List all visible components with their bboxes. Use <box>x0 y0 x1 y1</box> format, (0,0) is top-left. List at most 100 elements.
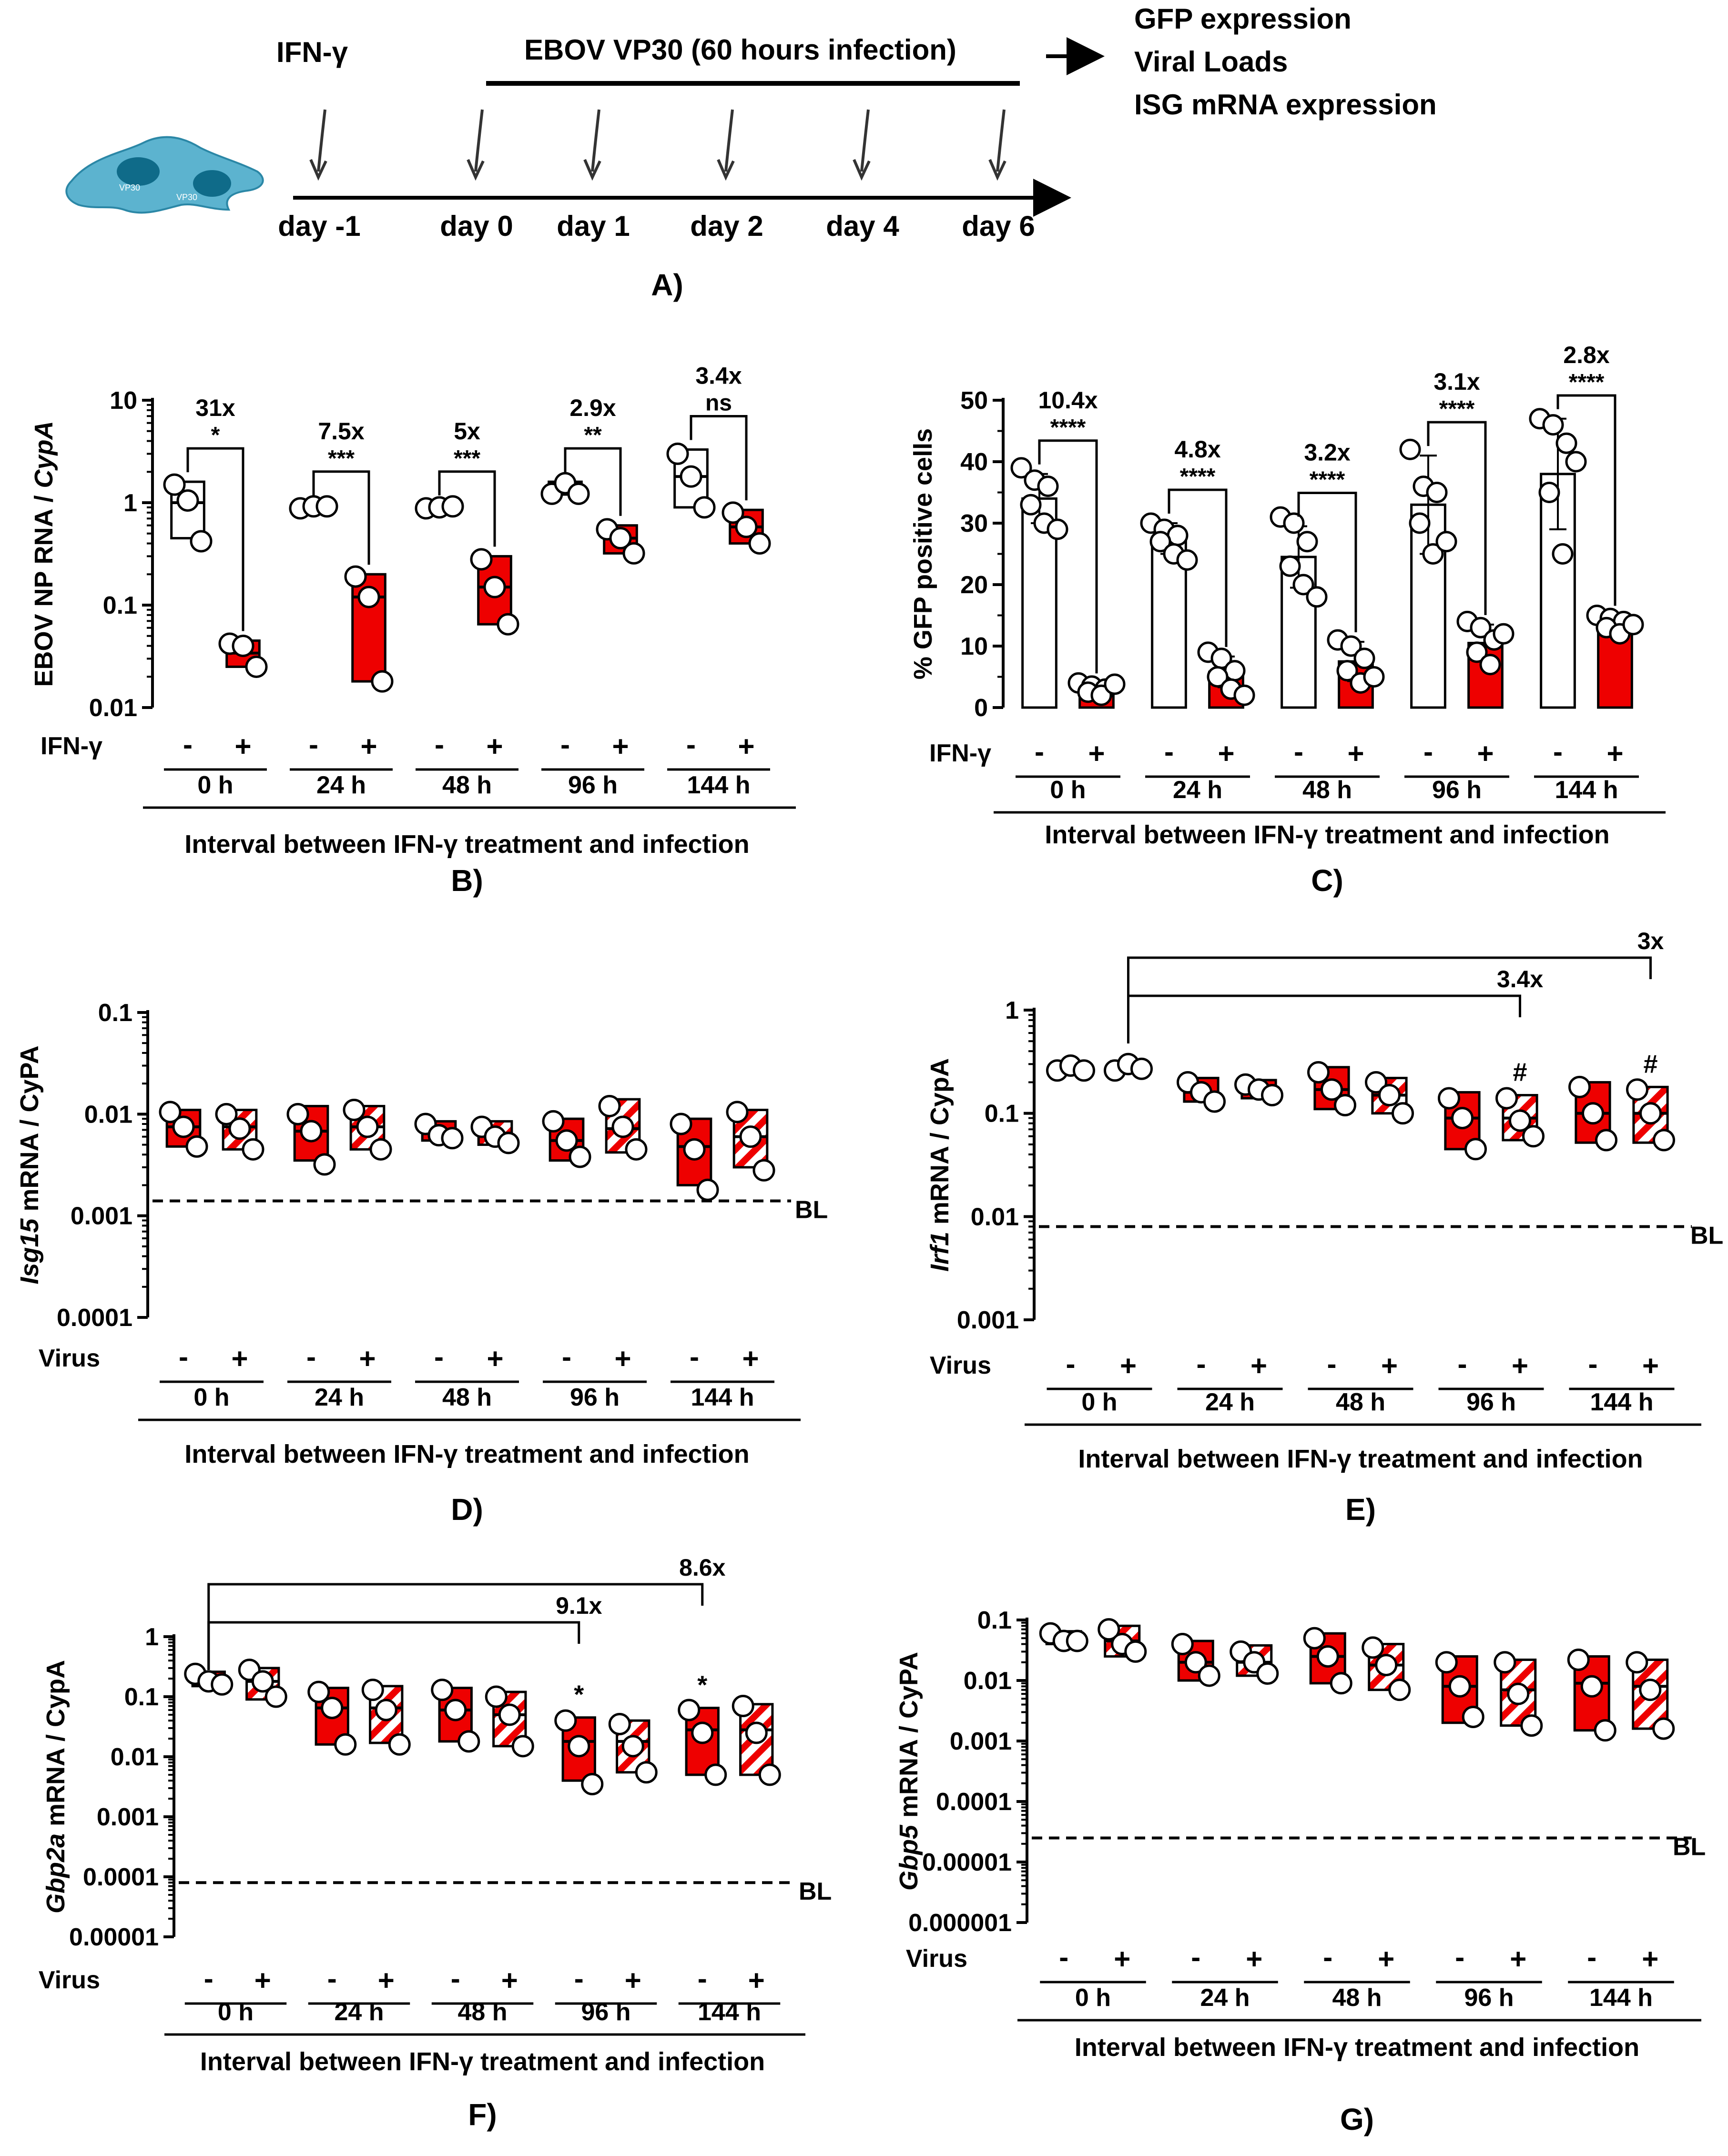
data-point <box>1466 641 1488 663</box>
data-point <box>300 1120 323 1143</box>
day-arrow <box>996 109 1006 172</box>
condition-plus: + <box>378 1964 395 1996</box>
data-point <box>1435 1651 1458 1674</box>
data-point <box>625 1138 648 1161</box>
data-point <box>748 532 771 555</box>
data-point <box>735 516 758 538</box>
data-point <box>1207 666 1229 688</box>
data-point <box>732 1695 754 1718</box>
timeline-panel: VP30 VP30 IFN-γ EBOV VP30 (60 hours infe… <box>65 3 1437 302</box>
y-tick-label: 0.001 <box>957 1306 1019 1334</box>
cell-shape <box>65 136 264 214</box>
y-tick-label: 10 <box>110 387 137 415</box>
data-point <box>228 1117 251 1140</box>
data-point <box>567 482 590 505</box>
condition-plus: + <box>1114 1943 1130 1975</box>
y-tick-label: 0.00001 <box>922 1849 1012 1876</box>
data-point <box>172 1115 195 1138</box>
data-point <box>1464 1138 1487 1161</box>
y-tick-label: 50 <box>960 387 988 415</box>
condition-minus: - <box>1553 736 1563 768</box>
significance-label: *** <box>454 446 480 471</box>
day-label: day 2 <box>690 210 763 242</box>
comparison-bracket <box>438 470 496 547</box>
data-point <box>1316 1645 1339 1668</box>
group-label: 48 h <box>442 771 492 799</box>
ebov-label: EBOV VP30 (60 hours infection) <box>524 34 956 66</box>
output-item: Viral Loads <box>1134 46 1288 78</box>
condition-minus: - <box>1458 1348 1467 1380</box>
data-point <box>1426 482 1448 503</box>
day-label: day -1 <box>278 210 360 242</box>
data-point <box>752 1159 775 1182</box>
group-label: 0 h <box>197 771 233 799</box>
condition-plus: + <box>1218 738 1234 769</box>
data-point <box>1279 555 1301 577</box>
y-tick-label: 1 <box>123 489 137 517</box>
group-label: 48 h <box>442 1384 492 1411</box>
group-label: 48 h <box>1336 1388 1385 1416</box>
group-label: 24 h <box>1173 776 1222 804</box>
group-label: 144 h <box>691 1384 754 1411</box>
day-arrow-head <box>717 159 735 181</box>
baseline-label: BL <box>1690 1222 1723 1249</box>
y-tick-label: 40 <box>960 448 988 476</box>
fold-change-label: 3.4x <box>695 363 742 389</box>
data-point <box>1283 512 1305 534</box>
condition-minus: - <box>1587 1941 1596 1973</box>
panel-label: G) <box>1340 2102 1374 2136</box>
data-point <box>608 1712 631 1735</box>
data-point <box>1378 1084 1401 1107</box>
interval-title: Interval between IFN-γ treatment and inf… <box>1078 1445 1643 1473</box>
data-point <box>691 1721 714 1744</box>
group-label: 144 h <box>1590 1388 1654 1416</box>
data-point <box>1365 1071 1387 1093</box>
data-point <box>1582 1102 1604 1125</box>
condition-plus: + <box>1606 738 1623 769</box>
data-point <box>356 1115 379 1138</box>
fold-change-label: 3.2x <box>1304 439 1351 466</box>
condition-plus: + <box>1378 1943 1394 1975</box>
y-tick-label: 0.1 <box>985 1100 1019 1128</box>
data-point <box>321 1697 344 1720</box>
data-point <box>1555 432 1577 454</box>
y-label-part: mRNA / CypA <box>925 1058 954 1232</box>
condition-minus: - <box>1066 1348 1076 1380</box>
comparison-bracket <box>1556 394 1616 606</box>
data-point <box>696 1178 719 1201</box>
cell-illustration: VP30 VP30 <box>65 136 264 214</box>
data-point <box>1010 457 1032 479</box>
data-point <box>1037 476 1059 497</box>
condition-label: Virus <box>930 1352 991 1379</box>
condition-minus: - <box>179 1341 188 1373</box>
data-point <box>371 670 394 693</box>
y-tick-label: 0.01 <box>111 1743 159 1771</box>
condition-minus: - <box>309 729 318 760</box>
significance-label: **** <box>1050 415 1086 440</box>
group-label: 96 h <box>570 1384 620 1411</box>
y-label-part: mRNA / CypA <box>41 1660 70 1833</box>
condition-minus: - <box>1588 1348 1598 1380</box>
data-point <box>1098 1618 1120 1641</box>
data-point <box>1542 414 1564 436</box>
data-point <box>1494 1651 1516 1674</box>
day-arrow <box>474 109 484 172</box>
y-tick-label: 0.0001 <box>57 1304 132 1332</box>
group-label: 0 h <box>1081 1388 1117 1416</box>
group-label: 96 h <box>1464 1984 1514 2012</box>
data-point <box>1509 1109 1531 1132</box>
comparison-bracket <box>690 415 748 501</box>
data-point <box>1652 1717 1675 1740</box>
data-point <box>375 1699 397 1721</box>
y-tick-label: 0.01 <box>89 694 137 722</box>
data-point <box>159 1101 182 1124</box>
y-tick-label: 0.001 <box>97 1803 159 1831</box>
y-tick-label: 0.00001 <box>69 1923 159 1951</box>
y-tick-label: 0.001 <box>71 1203 132 1230</box>
significance-mark: # <box>1643 1050 1657 1078</box>
condition-minus: - <box>1294 736 1303 768</box>
panel-d: 0.1 0.01 0.001 0.0001 Isg15 mRNA / CyPA BL Vir… <box>15 999 828 1527</box>
baseline-label: BL <box>795 1196 828 1224</box>
fold-change-label: 9.1x <box>556 1592 602 1619</box>
data-point <box>1363 666 1385 688</box>
